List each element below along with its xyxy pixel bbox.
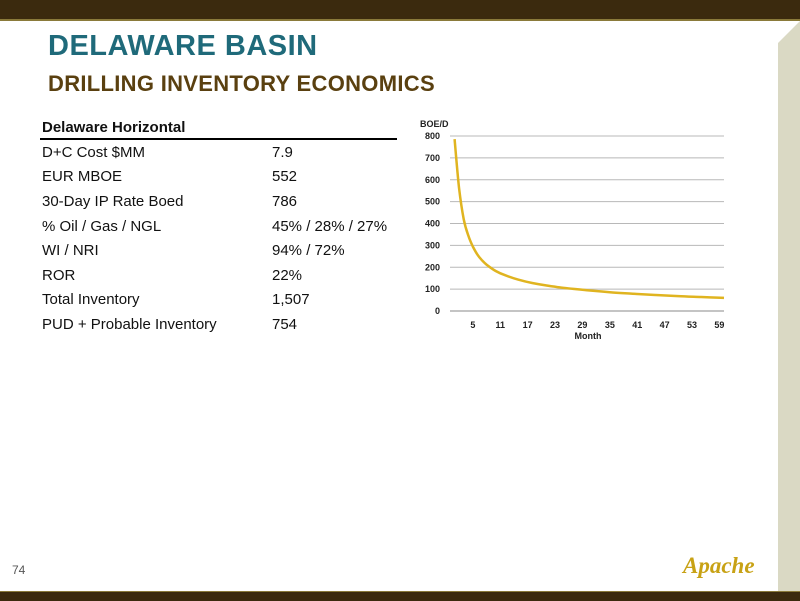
row-label: ROR (42, 266, 76, 284)
table-row: D+C Cost $MM 7.9 (40, 139, 397, 165)
x-tick-label: 53 (687, 320, 697, 330)
x-tick-label: 47 (660, 320, 670, 330)
x-tick-label: 5 (470, 320, 475, 330)
gridlines (450, 135, 724, 312)
slide-subtitle: DRILLING INVENTORY ECONOMICS (48, 71, 435, 96)
metrics-header: Delaware Horizontal (40, 118, 397, 140)
x-tick-label: 17 (523, 320, 533, 330)
row-value: 94% / 72% (272, 242, 345, 260)
row-value: 22% (272, 266, 303, 284)
row-value: 45% / 28% / 27% (272, 217, 388, 235)
decline-curve-line (453, 138, 725, 300)
side-tab-notch (778, 21, 800, 43)
y-tick-label: 300 (425, 240, 440, 250)
table-row: EUR MBOE 552 (40, 165, 397, 190)
row-value: 552 (272, 168, 298, 186)
y-tick-label: 0 (435, 306, 440, 316)
x-tick-label: 35 (605, 320, 615, 330)
row-label: PUD + Probable Inventory (42, 315, 217, 333)
y-tick-label: 100 (425, 284, 440, 294)
table-row: % Oil / Gas / NGL 45% / 28% / 27% (40, 214, 397, 239)
row-value: 1,507 (272, 291, 310, 309)
series-layer (453, 138, 725, 300)
row-label: Total Inventory (42, 291, 140, 309)
apache-logo: Apache (683, 553, 755, 578)
tick-labels: 0 100 200 300 400 500 600 700 800 5 11 17 23 29 35 41 47… (425, 131, 724, 330)
y-tick-label: 200 (425, 262, 440, 272)
row-value: 754 (272, 315, 298, 333)
x-tick-label: 41 (632, 320, 642, 330)
slide-title: DELAWARE BASIN (48, 30, 318, 62)
row-label: WI / NRI (42, 242, 99, 260)
y-axis-title: BOE/D (420, 119, 449, 129)
row-value: 7.9 (272, 143, 293, 161)
metrics-header-row: Delaware Horizontal (40, 118, 397, 140)
x-axis-title: Month (575, 331, 602, 341)
top-bar (0, 0, 800, 21)
table-row: ROR 22% (40, 263, 397, 288)
row-label: % Oil / Gas / NGL (42, 217, 162, 235)
y-tick-label: 800 (425, 131, 440, 141)
y-tick-label: 600 (425, 175, 440, 185)
row-label: EUR MBOE (42, 168, 123, 186)
y-tick-label: 700 (425, 153, 440, 163)
side-tab (778, 21, 800, 591)
row-label: D+C Cost $MM (42, 143, 145, 161)
page-number: 74 (12, 563, 26, 577)
x-tick-label: 11 (495, 320, 505, 330)
y-tick-label: 500 (425, 197, 440, 207)
y-tick-label: 400 (425, 219, 440, 229)
row-value: 786 (272, 192, 298, 210)
table-row: 30-Day IP Rate Boed 786 (40, 189, 397, 214)
table-row: WI / NRI 94% / 72% (40, 238, 397, 263)
table-row: PUD + Probable Inventory 754 (40, 312, 397, 337)
x-tick-label: 29 (577, 320, 587, 330)
bottom-bar (0, 591, 800, 601)
row-label: 30-Day IP Rate Boed (42, 192, 184, 210)
metrics-table: Delaware Horizontal D+C Cost $MM 7.9 EUR… (40, 118, 397, 337)
x-tick-label: 59 (714, 320, 724, 330)
table-row: Total Inventory 1,507 (40, 288, 397, 313)
x-tick-label: 23 (550, 320, 560, 330)
